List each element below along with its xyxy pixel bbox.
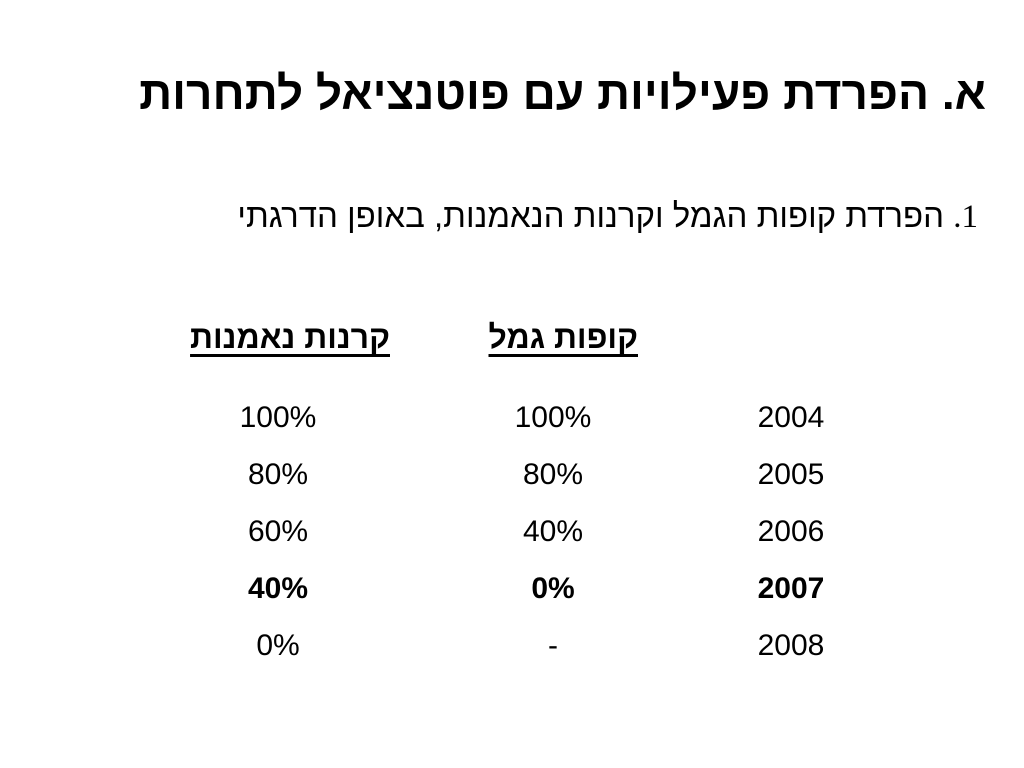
table-row: 2008 - 0% (0, 618, 1024, 675)
allocation-table: 2004 100% 100% 2005 80% 80% 2006 40% 60%… (0, 390, 1024, 675)
slide-title: א. הפרדת פעילויות עם פוטנציאל לתחרות (139, 67, 986, 119)
provident-funds-cell: 0% (531, 572, 575, 605)
provident-funds-header: קופות גמל (488, 319, 639, 355)
table-row: 2007 0% 40% (0, 561, 1024, 618)
table-row: 2005 80% 80% (0, 447, 1024, 504)
year-cell: 2007 (757, 572, 825, 605)
year-cell: 2008 (757, 629, 825, 662)
year-cell: 2006 (757, 515, 825, 548)
bullet-line: 1. הפרדת קופות הגמל וקרנות הנאמנות, באופ… (237, 196, 978, 238)
mutual-funds-cell: 0% (256, 629, 300, 662)
provident-funds-cell: - (548, 629, 558, 662)
mutual-funds-cell: 100% (239, 401, 317, 434)
provident-funds-cell: 40% (522, 515, 584, 548)
mutual-funds-cell: 60% (247, 515, 309, 548)
provident-funds-cell: 100% (514, 401, 592, 434)
mutual-funds-header: קרנות נאמנות (190, 319, 390, 355)
year-cell: 2005 (757, 458, 825, 491)
table-row: 2004 100% 100% (0, 390, 1024, 447)
mutual-funds-cell: 40% (247, 572, 309, 605)
year-cell: 2004 (757, 401, 825, 434)
bullet-number: 1. (953, 199, 978, 235)
provident-funds-cell: 80% (522, 458, 584, 491)
bullet-text: הפרדת קופות הגמל וקרנות הנאמנות, באופן ה… (237, 197, 945, 234)
table-row: 2006 40% 60% (0, 504, 1024, 561)
mutual-funds-cell: 80% (247, 458, 309, 491)
